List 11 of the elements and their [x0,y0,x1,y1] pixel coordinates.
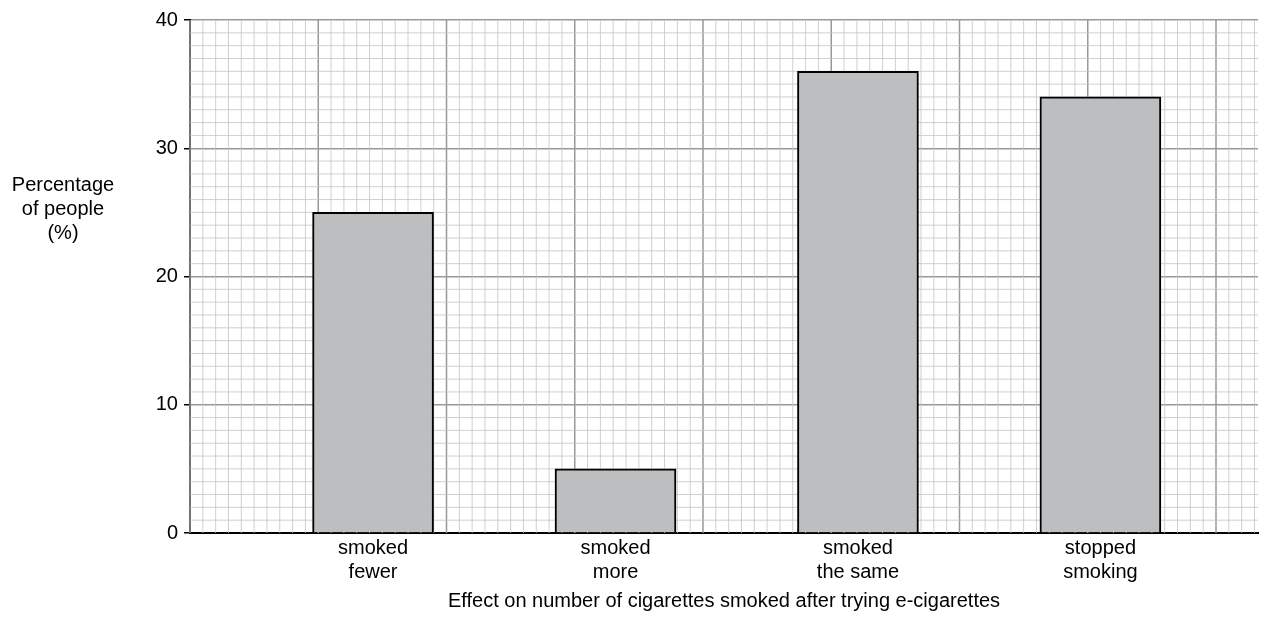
x-tick-label: smoked fewer [338,535,409,582]
y-tick-label: 20 [155,264,178,287]
y-tick-label: 30 [155,135,178,158]
y-tick-label: 10 [155,392,178,415]
x-tick-label: stopped smoking [1063,535,1138,582]
x-tick-label: smoked more [580,535,651,582]
y-axis-title: Percentage of people (%) [10,172,116,244]
x-tick-label: smoked the same [816,535,900,582]
y-tick-label: 40 [155,7,178,30]
y-tick-label: 0 [166,520,178,543]
x-axis-title: Effect on number of cigarettes smoked after trying e-cigarettes [447,588,1001,611]
